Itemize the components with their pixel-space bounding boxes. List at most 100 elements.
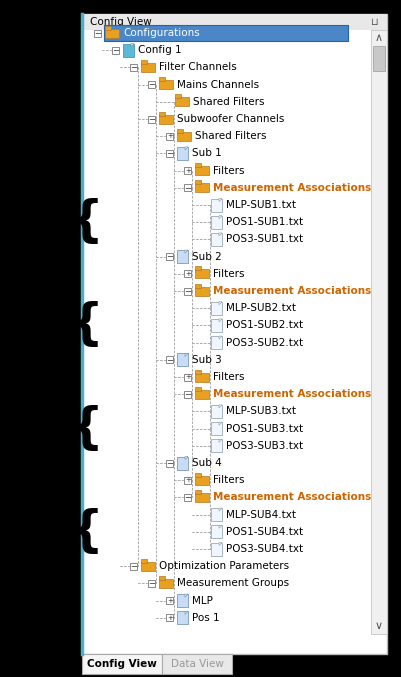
Bar [211, 525, 221, 538]
Bar [159, 576, 164, 580]
Text: POS3-SUB1.txt: POS3-SUB1.txt [225, 234, 302, 244]
Text: −: − [130, 64, 137, 72]
Bar [148, 580, 155, 587]
Text: MLP-SUB4.txt: MLP-SUB4.txt [225, 510, 295, 520]
Bar [194, 476, 209, 485]
Bar [194, 473, 200, 477]
Bar [94, 30, 101, 37]
Text: −: − [148, 115, 155, 124]
Text: Shared Filters: Shared Filters [192, 97, 264, 107]
Bar [105, 28, 119, 37]
Text: Sub 4: Sub 4 [192, 458, 221, 468]
Bar [372, 46, 384, 71]
Polygon shape [184, 147, 188, 150]
Polygon shape [184, 250, 188, 253]
Polygon shape [219, 525, 221, 528]
Bar [174, 94, 180, 98]
Bar [211, 422, 221, 435]
Text: ∧: ∧ [374, 33, 382, 43]
Bar [194, 183, 209, 192]
Bar [211, 405, 221, 418]
Polygon shape [219, 198, 221, 202]
Bar [194, 180, 200, 184]
Text: −: − [166, 459, 173, 468]
Text: Optimization Parameters: Optimization Parameters [159, 561, 288, 571]
Text: POS1-SUB3.txt: POS1-SUB3.txt [225, 424, 302, 433]
Text: POS3-SUB2.txt: POS3-SUB2.txt [225, 338, 302, 347]
Bar [184, 494, 191, 501]
Text: −: − [166, 150, 173, 158]
Polygon shape [219, 302, 221, 305]
Bar [211, 233, 221, 246]
Bar [176, 147, 188, 160]
Bar [184, 374, 191, 380]
Polygon shape [184, 611, 188, 614]
Bar [105, 26, 111, 30]
Text: Measurement Associations: Measurement Associations [213, 389, 371, 399]
Text: Config View: Config View [90, 17, 151, 27]
Text: −: − [166, 356, 173, 365]
Bar [194, 284, 200, 288]
Bar [166, 614, 173, 621]
Bar [159, 114, 172, 123]
Bar [159, 77, 164, 81]
Bar [184, 270, 191, 278]
Bar [211, 302, 221, 315]
Text: Mains Channels: Mains Channels [176, 80, 259, 89]
Text: −: − [184, 494, 191, 502]
Bar [194, 266, 200, 270]
Bar [159, 112, 164, 116]
Text: Configurations: Configurations [123, 28, 199, 38]
Bar [141, 63, 155, 72]
Text: Pos 1: Pos 1 [192, 613, 219, 623]
Text: All Sub 4 Measurements: All Sub 4 Measurements [0, 525, 78, 538]
Bar [104, 26, 347, 41]
Text: Subwoofer Channels: Subwoofer Channels [176, 114, 284, 124]
Text: Measurement Associations: Measurement Associations [213, 183, 371, 193]
Bar [184, 288, 191, 294]
Bar [211, 198, 221, 211]
Text: +: + [184, 271, 190, 277]
Bar [148, 116, 155, 123]
Bar [174, 97, 188, 106]
Text: MLP-SUB2.txt: MLP-SUB2.txt [225, 303, 295, 313]
Bar [211, 216, 221, 229]
Text: Filters: Filters [213, 269, 244, 279]
Bar [141, 559, 147, 563]
Polygon shape [219, 508, 221, 511]
Text: Sub 3: Sub 3 [192, 355, 221, 365]
Bar [194, 372, 209, 382]
Text: Filters: Filters [213, 475, 244, 485]
Polygon shape [219, 542, 221, 546]
Bar [166, 460, 173, 466]
Bar [184, 167, 191, 174]
Polygon shape [219, 439, 221, 442]
Text: −: − [94, 29, 101, 38]
Text: +: + [167, 598, 172, 604]
Bar [159, 579, 172, 588]
Text: Measurement Associations: Measurement Associations [213, 492, 371, 502]
Bar [194, 493, 209, 502]
Text: POS1-SUB4.txt: POS1-SUB4.txt [225, 527, 302, 537]
Text: +: + [167, 133, 172, 139]
Text: +: + [184, 374, 190, 380]
Text: {: { [69, 198, 103, 246]
Bar [148, 81, 155, 88]
Text: Sub 1: Sub 1 [192, 148, 221, 158]
Text: Filters: Filters [213, 166, 244, 175]
Polygon shape [184, 456, 188, 460]
Bar [194, 269, 209, 278]
Text: Measurement Groups: Measurement Groups [176, 578, 288, 588]
Polygon shape [131, 44, 134, 47]
Text: Measurement Associations: Measurement Associations [213, 286, 371, 296]
Text: Data View: Data View [170, 659, 223, 669]
Polygon shape [219, 422, 221, 425]
Bar [194, 286, 209, 295]
Bar [184, 184, 191, 192]
Text: −: − [184, 287, 191, 296]
Text: −: − [112, 46, 119, 56]
Bar [176, 456, 188, 470]
Bar [184, 477, 191, 483]
Text: POS1-SUB2.txt: POS1-SUB2.txt [225, 320, 302, 330]
Text: POS3-SUB3.txt: POS3-SUB3.txt [225, 441, 302, 451]
